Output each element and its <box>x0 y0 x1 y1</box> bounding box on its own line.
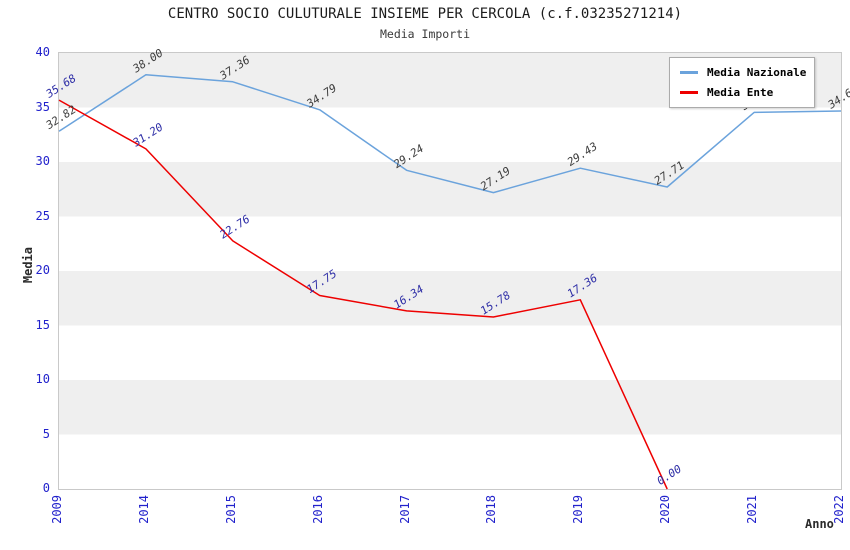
y-axis-title: Media <box>21 247 35 284</box>
point-label: 37.36 <box>217 53 253 83</box>
x-tick-label: 2017 <box>397 495 412 524</box>
point-label: 16.34 <box>391 282 426 311</box>
legend-label: Media Ente <box>707 86 774 99</box>
point-label: 22.76 <box>217 212 252 241</box>
legend-item-media-ente: Media Ente <box>680 86 806 99</box>
media-ente-line <box>58 99 668 490</box>
point-label: 35.68 <box>43 71 79 101</box>
legend-item-media-nazionale: Media Nazionale <box>680 66 806 79</box>
chart-subtitle: Media Importi <box>379 27 470 41</box>
legend-label: Media Nazionale <box>707 66 807 79</box>
plot-area: 32.82 38.00 37.36 34.79 29.24 27.19 29.43 27.71… <box>43 46 850 490</box>
point-label: 0.00 <box>655 462 685 488</box>
x-tick-label: 2009 <box>50 495 64 524</box>
legend-swatch-red-line <box>680 91 698 94</box>
point-label: 38.00 <box>130 46 166 76</box>
point-label: 17.75 <box>304 267 339 296</box>
y-tick-label: 25 <box>35 208 50 223</box>
y-tick-label: 15 <box>35 317 50 332</box>
point-label: 29.43 <box>565 140 600 169</box>
y-tick-label: 40 <box>35 45 50 59</box>
point-label: 34.68 <box>825 82 850 112</box>
point-label: 17.36 <box>565 271 600 300</box>
x-tick-label: 2018 <box>484 495 499 524</box>
point-label: 29.24 <box>391 142 426 171</box>
point-label: 34.79 <box>304 81 340 110</box>
chart-title: CENTRO SOCIO CULUTURALE INSIEME PER CERC… <box>167 6 683 22</box>
x-tick-label: 2014 <box>136 495 151 524</box>
y-tick-label: 30 <box>35 154 50 168</box>
x-tick-label: 2020 <box>658 495 673 524</box>
x-tick-label: 2021 <box>745 495 760 524</box>
y-tick-label: 10 <box>35 372 50 386</box>
x-tick-label: 2022 <box>832 495 846 524</box>
x-tick-label: 2016 <box>310 495 325 524</box>
y-tick-label: 35 <box>35 99 50 114</box>
x-tick-label: 2015 <box>223 495 238 524</box>
point-label: 27.71 <box>652 159 687 188</box>
point-label: 31.20 <box>130 120 166 150</box>
y-tick-label: 5 <box>42 426 50 441</box>
y-tick-label: 20 <box>35 263 50 277</box>
media-nazionale-line <box>58 74 842 194</box>
x-tick-label: 2019 <box>571 495 586 524</box>
y-tick-label: 0 <box>42 481 50 495</box>
point-label: 15.78 <box>478 288 513 317</box>
legend-swatch-blue-line <box>680 71 698 74</box>
x-axis-title: Anno <box>805 517 834 531</box>
legend: Media Nazionale Media Ente <box>669 57 815 108</box>
